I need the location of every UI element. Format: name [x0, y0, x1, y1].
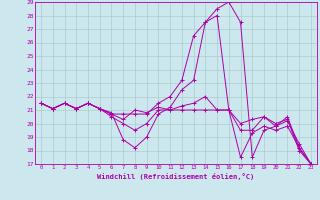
X-axis label: Windchill (Refroidissement éolien,°C): Windchill (Refroidissement éolien,°C) — [97, 173, 255, 180]
